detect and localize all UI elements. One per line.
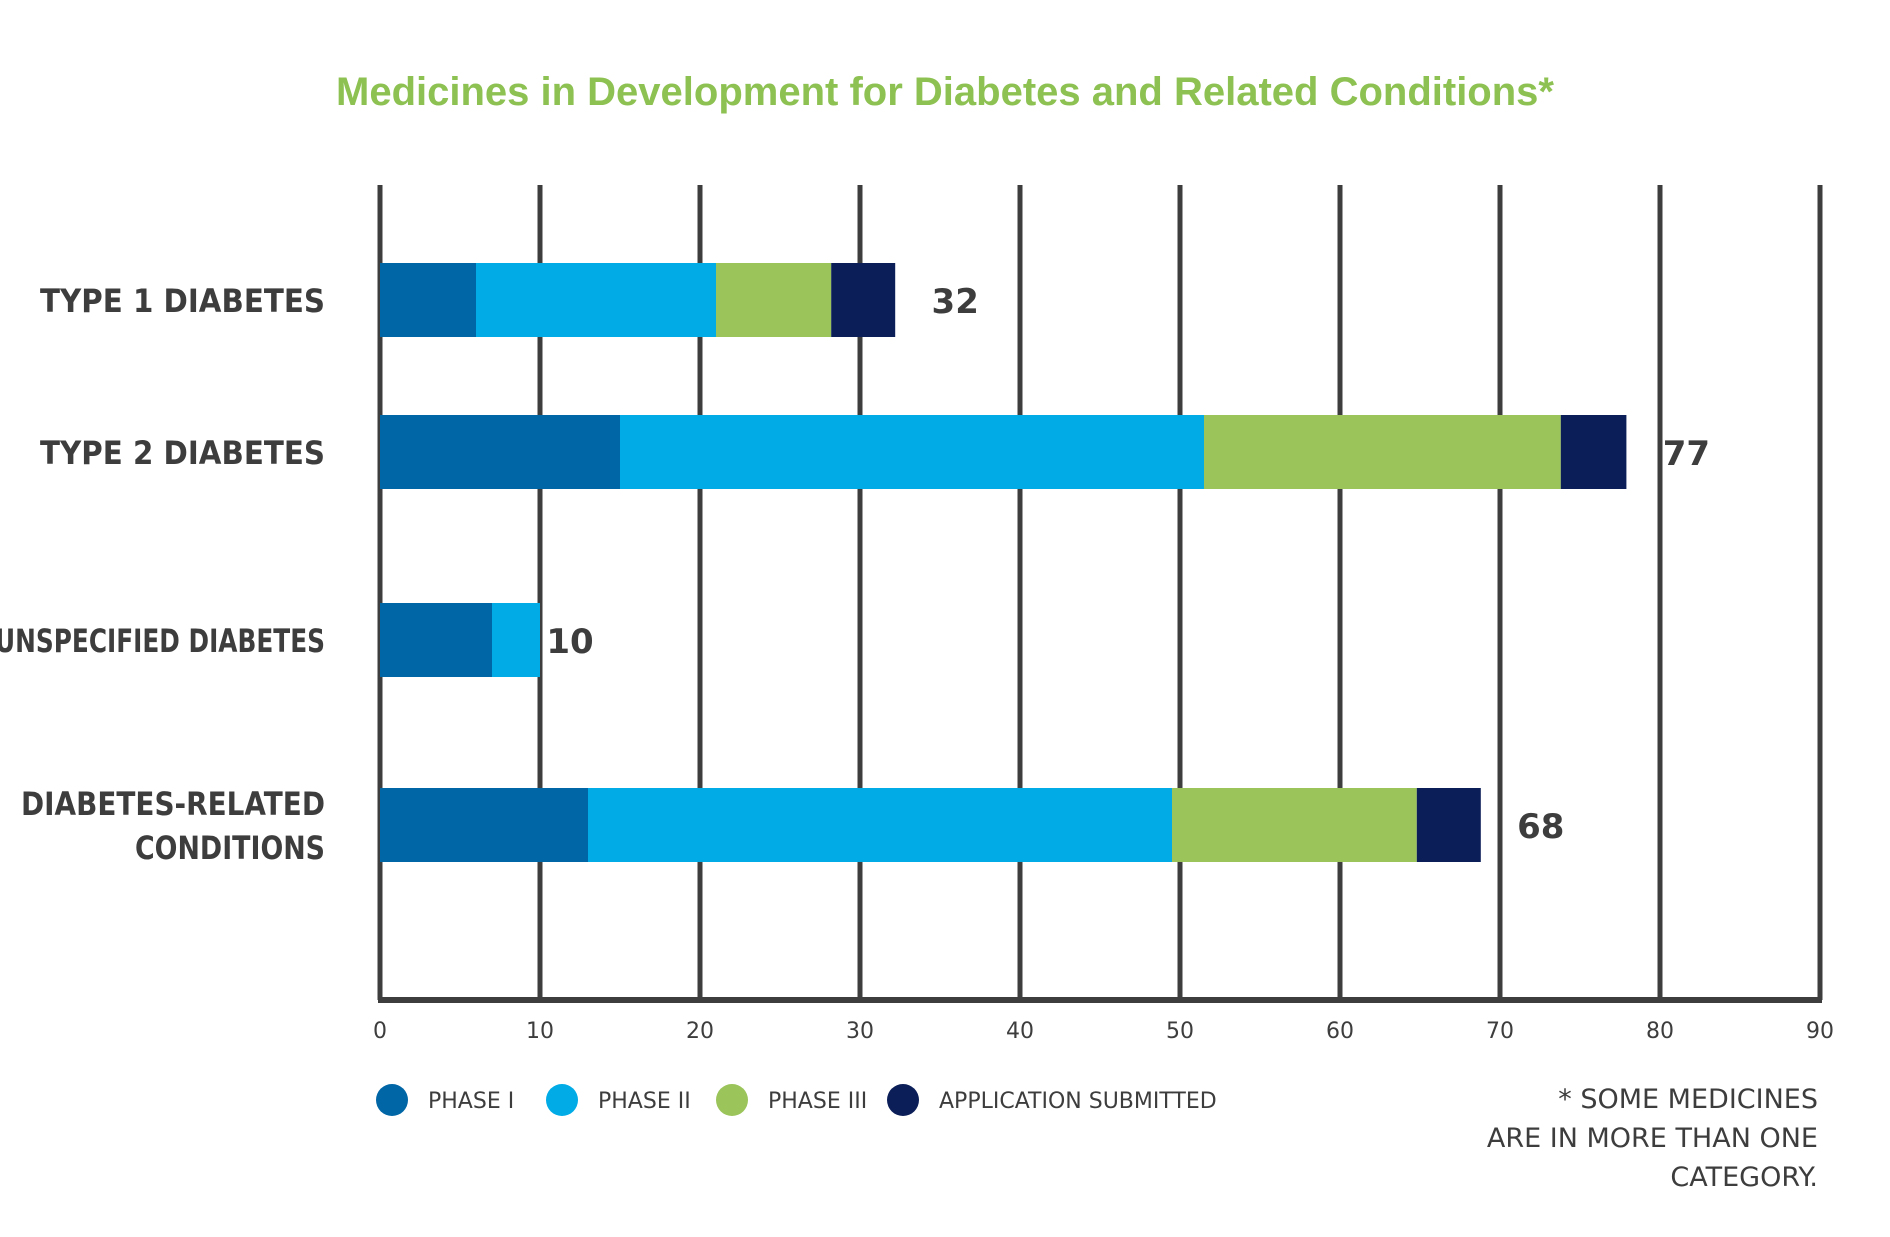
bar-segment-phase-ii	[492, 603, 540, 677]
x-tick-label: 80	[1646, 1019, 1674, 1044]
category-label: TYPE 2 DIABETES	[40, 434, 325, 472]
bar-segment-phase-ii	[476, 263, 716, 337]
footnote-line: ARE IN MORE THAN ONE	[1487, 1123, 1818, 1154]
category-label: UNSPECIFIED DIABETES	[0, 622, 325, 660]
bar-segment-phase-iii	[716, 263, 832, 337]
total-value-label: 68	[1517, 807, 1564, 847]
bar-segment-phase-i	[380, 263, 476, 337]
category-label: CONDITIONS	[135, 829, 325, 867]
bar-segment-phase-iii	[1172, 788, 1417, 862]
legend-swatch	[546, 1084, 578, 1116]
chart-title: Medicines in Development for Diabetes an…	[336, 70, 1554, 114]
legend-label: PHASE III	[768, 1089, 867, 1114]
footnote-line: CATEGORY.	[1670, 1162, 1818, 1193]
bar-segment-phase-i	[380, 603, 492, 677]
x-tick-label: 30	[846, 1019, 874, 1044]
bar-segment-phase-ii	[620, 415, 1204, 489]
bar-segment-application-submitted	[1560, 415, 1627, 489]
category-label: DIABETES-RELATED	[21, 785, 325, 823]
x-tick-label: 10	[526, 1019, 554, 1044]
legend-label: APPLICATION SUBMITTED	[939, 1089, 1217, 1114]
category-label: TYPE 1 DIABETES	[40, 282, 325, 320]
total-value-label: 10	[546, 622, 593, 662]
x-tick-label: 40	[1006, 1019, 1034, 1044]
total-value-label: 77	[1663, 434, 1710, 474]
bar-segment-application-submitted	[831, 263, 896, 337]
legend-swatch	[716, 1084, 748, 1116]
x-tick-label: 0	[373, 1019, 387, 1044]
legend-swatch	[376, 1084, 408, 1116]
legend-label: PHASE I	[428, 1089, 514, 1114]
x-tick-label: 50	[1166, 1019, 1194, 1044]
x-tick-label: 70	[1486, 1019, 1514, 1044]
bar-segment-phase-i	[380, 788, 588, 862]
bar-segment-phase-iii	[1204, 415, 1561, 489]
x-tick-label: 20	[686, 1019, 714, 1044]
footnote-line: * SOME MEDICINES	[1558, 1084, 1818, 1115]
total-value-label: 32	[932, 282, 979, 322]
legend-swatch	[887, 1084, 919, 1116]
x-tick-label: 90	[1806, 1019, 1834, 1044]
bar-segment-phase-i	[380, 415, 620, 489]
bar-segment-application-submitted	[1416, 788, 1481, 862]
bar-segment-phase-ii	[588, 788, 1172, 862]
x-tick-label: 60	[1326, 1019, 1354, 1044]
legend-label: PHASE II	[598, 1089, 691, 1114]
